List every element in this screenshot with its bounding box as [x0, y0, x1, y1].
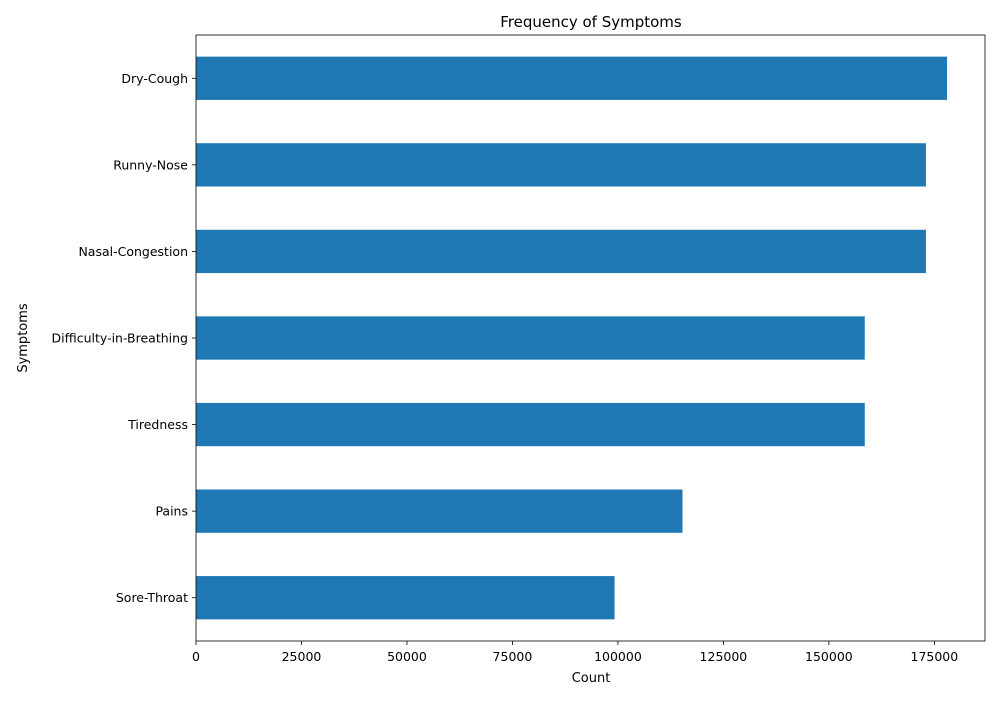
ticks-layer: Dry-Cough Runny-Nose Nasal-Congestion Diffi…	[52, 71, 959, 664]
bar-sore-throat	[196, 576, 615, 620]
x-tick-label: 50000	[387, 649, 427, 664]
y-tick-label: Tiredness	[127, 417, 188, 432]
bar-nasal-congestion	[196, 229, 926, 274]
x-tick-label: 0	[192, 649, 200, 664]
x-tick-label: 150000	[805, 649, 853, 664]
bar-dry-cough	[196, 56, 948, 100]
y-tick-label: Sore-Throat	[116, 590, 188, 605]
x-tick-label: 125000	[700, 649, 748, 664]
bar-runny-nose	[196, 143, 926, 187]
y-tick-label: Runny-Nose	[113, 157, 188, 172]
y-tick-label: Pains	[155, 504, 188, 519]
x-tick-label: 100000	[594, 649, 642, 664]
bar-pains	[196, 489, 683, 533]
bar-tiredness	[196, 402, 865, 447]
x-axis-label: Count	[572, 671, 611, 686]
x-tick-label: 175000	[911, 649, 959, 664]
x-tick-label: 75000	[493, 649, 533, 664]
y-tick-label: Difficulty-in-Breathing	[52, 331, 188, 346]
x-tick-label: 25000	[282, 649, 322, 664]
bar-difficulty-in-breathing	[196, 316, 865, 360]
chart-title: Frequency of Symptoms	[500, 13, 682, 31]
y-tick-label: Dry-Cough	[121, 71, 188, 86]
bars-layer	[196, 56, 948, 620]
y-tick-label: Nasal-Congestion	[78, 244, 188, 259]
y-axis-label: Symptoms	[16, 303, 31, 373]
